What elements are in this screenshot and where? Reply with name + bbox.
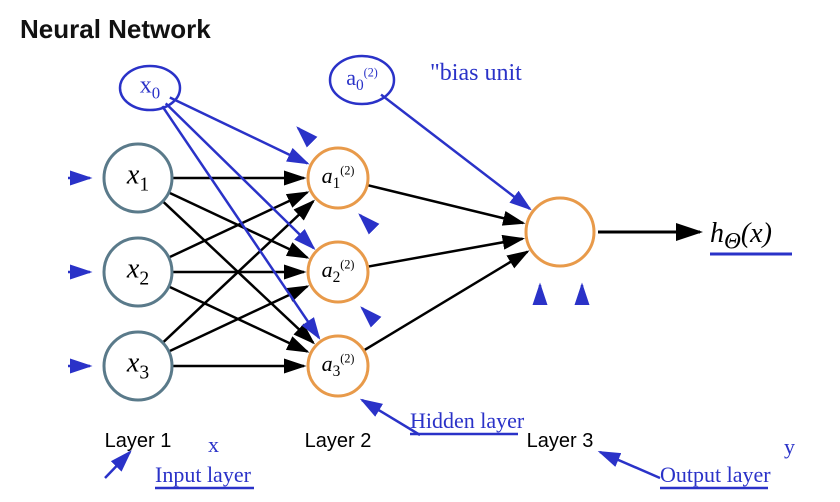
layer2-tick-3 bbox=[298, 128, 312, 142]
layer-label-2: Layer 2 bbox=[305, 430, 372, 453]
input-layer-label: Input layer bbox=[155, 462, 251, 488]
node-label-a3: a3(2) bbox=[322, 351, 355, 381]
edge bbox=[367, 185, 523, 223]
node-label-a1: a1(2) bbox=[322, 163, 355, 193]
output-layer-label-arrow bbox=[600, 452, 660, 478]
node-label-x1: x1 bbox=[127, 160, 149, 197]
node-out bbox=[526, 198, 594, 266]
layer2-tick-1 bbox=[360, 215, 374, 229]
edge bbox=[368, 239, 523, 267]
node-label-x2: x2 bbox=[127, 254, 149, 291]
node-label-a2: a2(2) bbox=[322, 257, 355, 287]
layer-label-1: Layer 1 bbox=[105, 430, 172, 453]
layer2-tick-2 bbox=[362, 308, 376, 322]
bias-edge bbox=[170, 97, 307, 163]
output-label: hΘ(x) bbox=[710, 218, 772, 256]
bias-node-label-x0: x0 bbox=[140, 73, 160, 104]
bias-node-label-a0: a0(2) bbox=[346, 65, 378, 95]
node-label-x3: x3 bbox=[127, 348, 149, 385]
hidden-layer-label: Hidden layer bbox=[410, 408, 524, 434]
edge bbox=[364, 252, 528, 351]
layer-label-3: Layer 3 bbox=[527, 430, 594, 453]
y-mark: y bbox=[784, 434, 795, 460]
bias-unit-label: "bias unit bbox=[430, 60, 522, 87]
x-mark: x bbox=[208, 432, 219, 458]
output-layer-label: Output layer bbox=[660, 462, 771, 488]
input-layer-label-arrow bbox=[105, 452, 130, 478]
bias-edge bbox=[381, 95, 530, 209]
